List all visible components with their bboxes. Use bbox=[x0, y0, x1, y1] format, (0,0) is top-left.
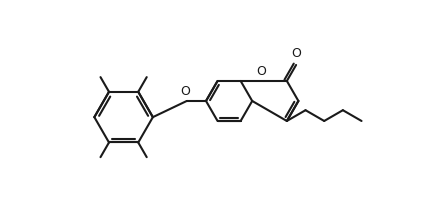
Text: O: O bbox=[180, 85, 190, 98]
Text: O: O bbox=[291, 47, 301, 60]
Text: O: O bbox=[256, 65, 266, 78]
